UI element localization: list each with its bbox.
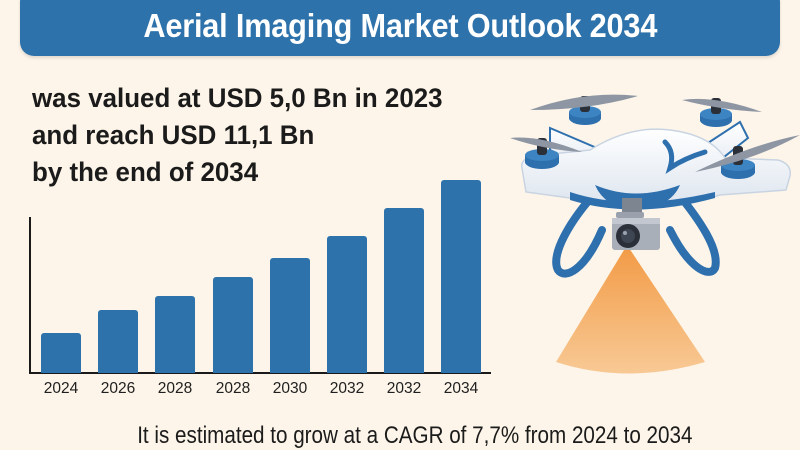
- summary-line-horizon: by the end of 2034: [32, 157, 259, 187]
- y-axis: [29, 217, 31, 374]
- x-tick-label: 2030: [272, 380, 308, 397]
- x-tick-label: 2028: [215, 380, 251, 397]
- chart-bar: [98, 310, 138, 373]
- x-tick-label: 2034: [443, 380, 479, 397]
- x-tick-label: 2028: [157, 380, 193, 397]
- chart-bar: [441, 180, 481, 373]
- chart-bar: [213, 277, 253, 373]
- camera-icon: [612, 218, 660, 250]
- x-tick-label: 2032: [386, 380, 422, 397]
- market-bar-chart: 2024 2026 2028 2028 2030 2032 2032 2034: [29, 180, 491, 397]
- summary-line-forecast: and reach USD 11,1 Bn: [32, 120, 315, 150]
- title-banner: Aerial Imaging Market Outlook 2034: [20, 0, 780, 56]
- page-title: Aerial Imaging Market Outlook 2034: [143, 7, 657, 44]
- cagr-text: It is estimated to grow at a CAGR of 7,7…: [137, 422, 693, 449]
- landing-leg-left: [552, 186, 606, 278]
- x-tick-label: 2024: [43, 380, 79, 397]
- chart-bar: [155, 296, 195, 373]
- chart-bar: [270, 258, 310, 373]
- cagr-statement: It is estimated to grow at a CAGR of 7,7…: [0, 422, 800, 450]
- camera-beam-cone: [556, 245, 705, 374]
- x-tick-label: 2032: [329, 380, 365, 397]
- x-tick-label: 2026: [100, 380, 136, 397]
- landing-leg-right: [666, 186, 720, 276]
- camera-gimbal: [622, 198, 642, 216]
- propeller-icon: [510, 94, 800, 172]
- x-axis: [29, 372, 491, 374]
- market-summary: was valued at USD 5,0 Bn in 2023 and rea…: [32, 80, 460, 191]
- chart-bar: [41, 333, 81, 373]
- chart-bar: [384, 208, 424, 373]
- summary-line-valuation: was valued at USD 5,0 Bn in 2023: [32, 83, 443, 113]
- chart-bar: [327, 236, 367, 373]
- drone-with-camera-icon: [510, 94, 800, 374]
